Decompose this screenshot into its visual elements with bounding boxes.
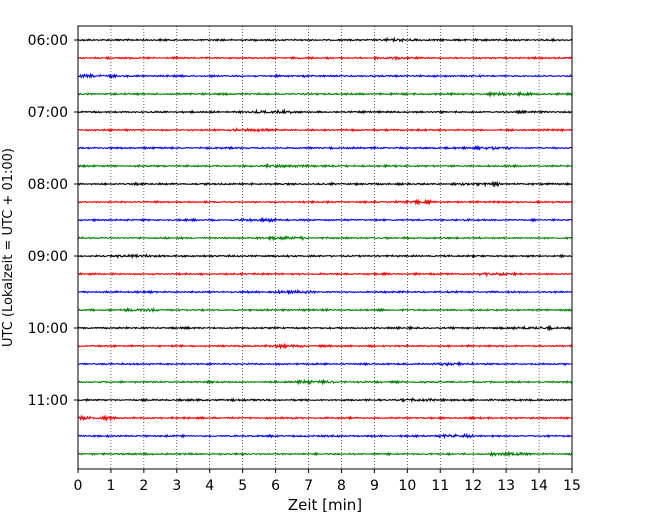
grid-lines [110, 26, 540, 469]
x-tick-label-1: 1 [106, 478, 115, 494]
trace-0630 [77, 72, 573, 80]
y-tick-label-0: 06:00 [28, 33, 68, 49]
x-tick-label-14: 14 [530, 478, 548, 494]
y-axis-ticks: 06:00 07:00 08:00 09:00 10:00 11:00 [28, 33, 78, 409]
x-tick-label-15: 15 [563, 478, 581, 494]
trace-0700 [77, 108, 573, 115]
plot-frame [77, 25, 573, 470]
x-tick-label-11: 11 [431, 478, 449, 494]
y-tick-label-4: 10:00 [28, 321, 68, 337]
y-tick-label-1: 07:00 [28, 105, 68, 121]
trace-0900 [77, 253, 573, 260]
trace-1015 [77, 342, 573, 350]
y-tick-label-5: 11:00 [28, 393, 68, 409]
trace-0945 [77, 306, 573, 313]
trace-0915 [77, 271, 573, 278]
x-tick-label-8: 8 [337, 478, 346, 494]
trace-0815 [77, 198, 573, 206]
y-tick-label-3: 09:00 [28, 249, 68, 265]
trace-0930 [77, 288, 573, 296]
trace-1130 [77, 432, 573, 440]
trace-0745 [77, 162, 573, 170]
x-tick-label-4: 4 [205, 478, 214, 494]
x-tick-label-6: 6 [271, 478, 280, 494]
x-tick-label-7: 7 [304, 478, 313, 494]
trace-0645 [77, 90, 573, 98]
x-tick-label-10: 10 [398, 478, 416, 494]
x-tick-label-13: 13 [497, 478, 515, 494]
x-tick-label-3: 3 [172, 478, 181, 494]
trace-1045 [77, 378, 573, 386]
trace-1030 [77, 361, 573, 367]
trace-1145 [77, 450, 573, 458]
trace-0600 [77, 36, 573, 43]
x-tick-label-0: 0 [74, 478, 83, 494]
seismic-traces [77, 36, 573, 458]
trace-1000 [77, 324, 573, 332]
trace-0830 [77, 216, 573, 224]
trace-0845 [77, 235, 573, 242]
x-tick-label-5: 5 [238, 478, 247, 494]
trace-0615 [77, 55, 573, 62]
x-tick-label-9: 9 [370, 478, 379, 494]
x-axis-ticks: 0 1 2 3 4 5 6 7 8 9 10 11 12 13 14 15 [74, 469, 581, 494]
trace-1100 [77, 396, 573, 403]
x-tick-label-12: 12 [464, 478, 482, 494]
trace-0715 [77, 126, 573, 133]
y-axis-label: UTC (Lokalzeit = UTC + 01:00) [1, 148, 16, 347]
trace-1115 [77, 414, 573, 422]
x-axis-label: Zeit [min] [288, 496, 362, 514]
trace-0730 [77, 144, 573, 151]
x-tick-label-2: 2 [139, 478, 148, 494]
y-tick-label-2: 08:00 [28, 177, 68, 193]
trace-0800 [77, 180, 573, 188]
